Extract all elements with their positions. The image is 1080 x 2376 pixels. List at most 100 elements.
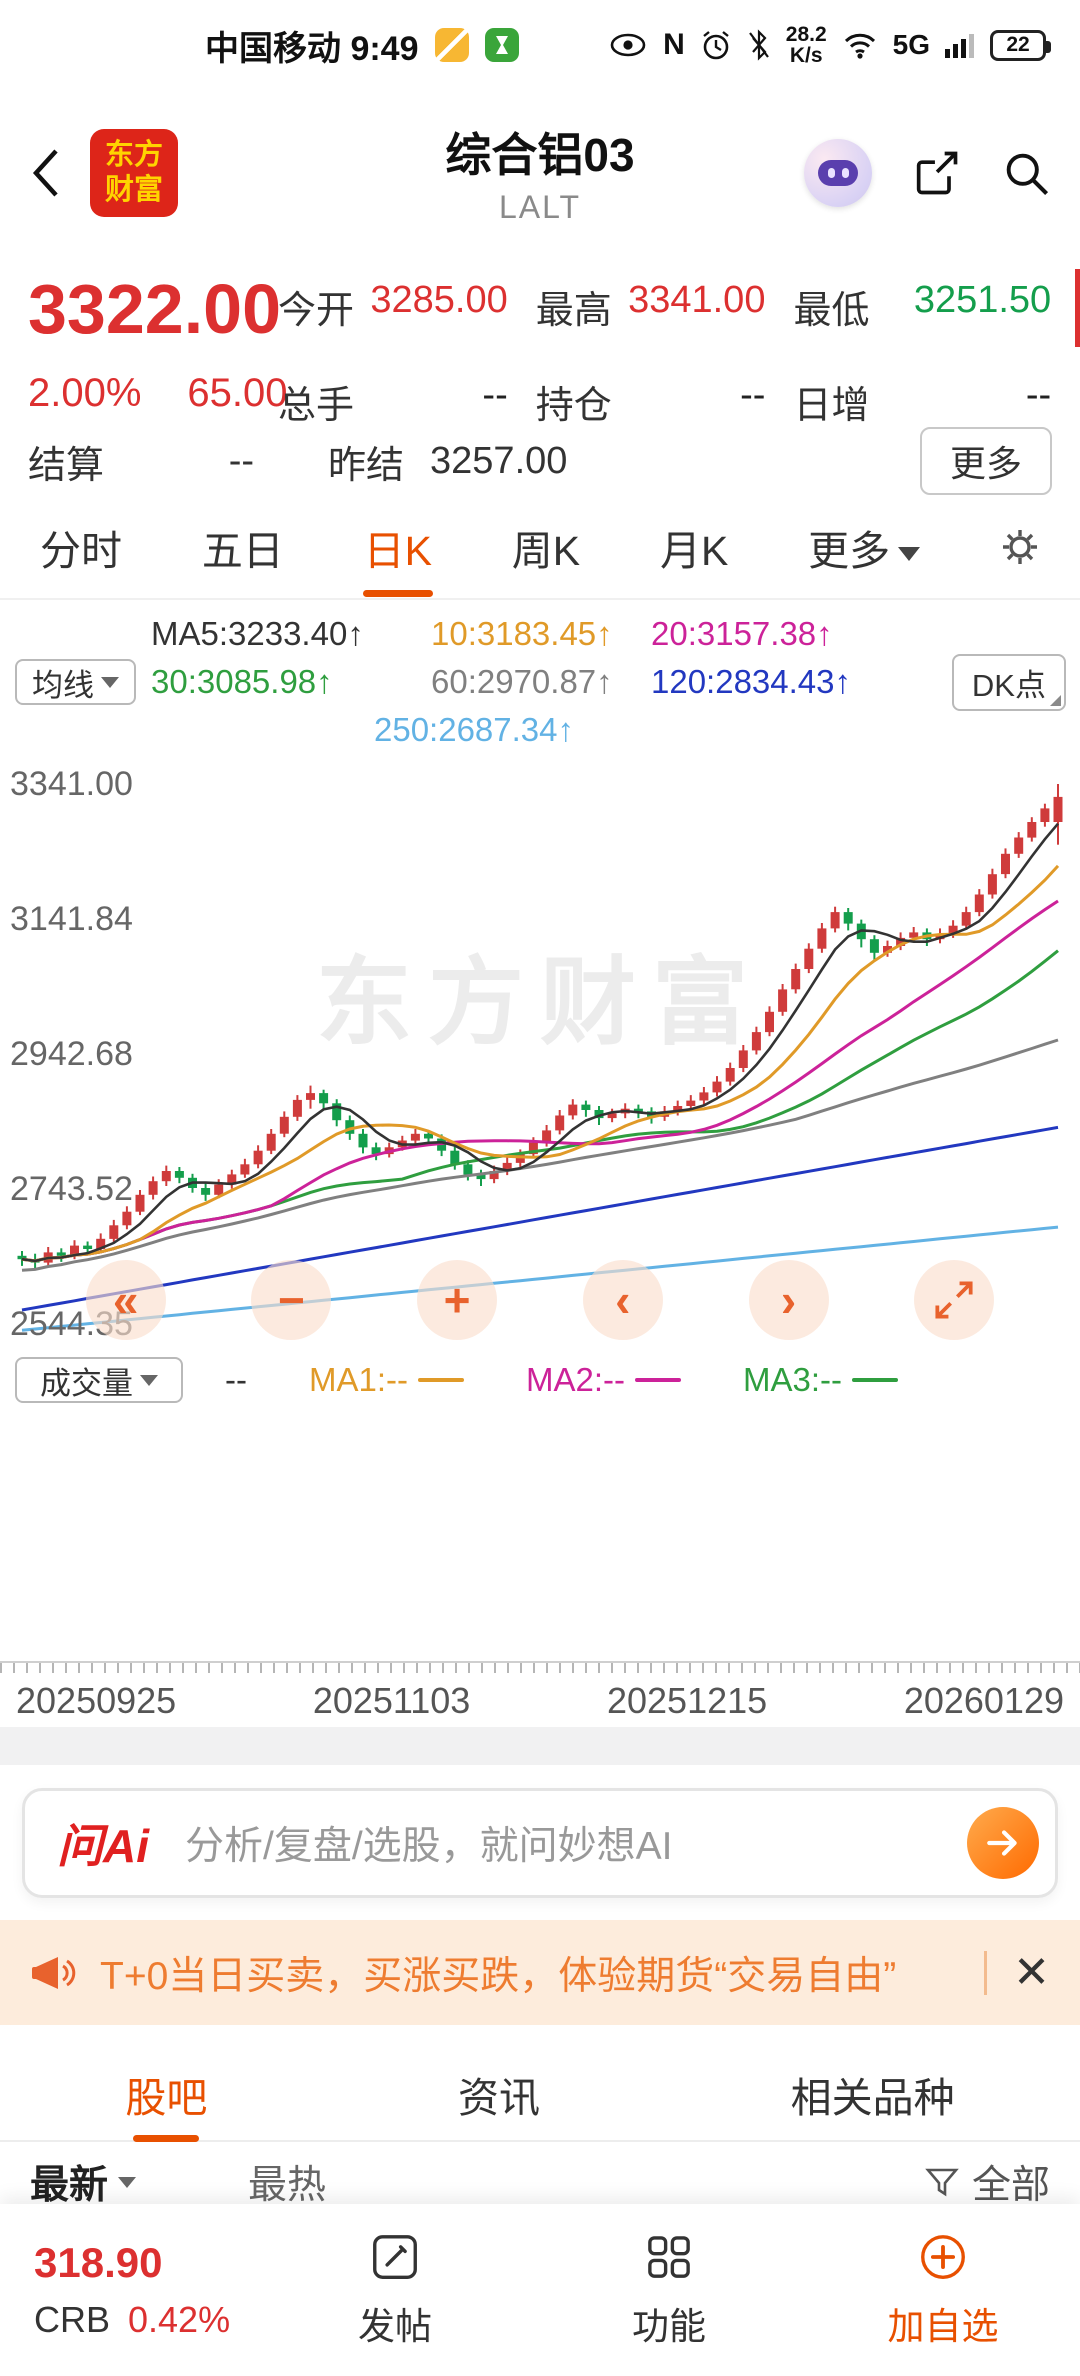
zoom-in-button[interactable]: + <box>417 1260 498 1340</box>
open-interest-value: -- <box>740 374 766 416</box>
promo-text: T+0当日买卖，买涨买跌，体验期货“交易自由” <box>100 1954 897 1998</box>
filter-all[interactable]: 全部 <box>924 2154 1050 2210</box>
svg-text:3341.00: 3341.00 <box>10 765 133 803</box>
nav-post-button[interactable]: 发帖 <box>258 2230 532 2350</box>
x-axis-labels: 20250925 20251103 20251215 20260129 <box>0 1675 1080 1727</box>
tab-daily-k[interactable]: 日K <box>360 503 436 591</box>
network-type-text: 5G <box>892 29 930 60</box>
page-title: 综合铝03 <box>445 129 635 181</box>
zoom-out-button[interactable]: − <box>251 1260 332 1340</box>
bluetooth-off-icon <box>747 29 771 61</box>
ma-dropdown-button[interactable]: 均线 <box>15 659 136 705</box>
bottom-nav: 318.90 CRB 0.42% 发帖 功能 加自选 <box>0 2204 1080 2376</box>
ma250-value: 250:2687.34↑ <box>374 711 575 748</box>
spacer <box>0 2025 1080 2047</box>
post-filter-bar: 最新 最热 全部 <box>0 2142 1080 2222</box>
promo-banner[interactable]: T+0当日买卖，买涨买跌，体验期货“交易自由” ✕ <box>0 1920 1080 2025</box>
prev-settle-value: 3257.00 <box>430 439 568 482</box>
tab-related[interactable]: 相关品种 <box>790 2074 955 2121</box>
search-icon[interactable] <box>1000 147 1052 199</box>
megaphone-icon <box>30 1952 76 1994</box>
collapse-button[interactable]: « <box>85 1260 166 1340</box>
page-subtitle: LALT <box>498 189 582 225</box>
chevron-down-icon <box>898 546 921 561</box>
ma30-value: 30:3085.98↑ <box>151 663 333 700</box>
tab-fenshi[interactable]: 分时 <box>40 527 122 574</box>
share-icon[interactable] <box>910 147 962 199</box>
chevron-down-icon <box>140 1374 158 1386</box>
volume-dropdown-button[interactable]: 成交量 <box>15 1357 183 1403</box>
low-label: 最低 <box>793 290 870 332</box>
nav-add-watchlist-button[interactable]: 加自选 <box>806 2230 1080 2350</box>
ma5-value: MA5:3233.40↑ <box>151 615 364 652</box>
section-divider <box>0 1727 1080 1765</box>
content-tabbar: 股吧 资讯 相关品种 <box>0 2047 1080 2142</box>
prev-settle-label: 昨结 <box>328 444 405 487</box>
ma-indicator-panel: MA5:3233.40↑ 10:3183.45↑ 20:3157.38↑ 均线 … <box>0 600 1080 754</box>
volume-indicator-panel: 成交量 -- MA1:-- MA2:-- MA3:-- <box>0 1354 1080 1406</box>
dk-point-button[interactable]: DK点 <box>951 653 1066 711</box>
daily-increase-label: 日增 <box>793 385 870 427</box>
more-quote-button[interactable]: 更多 <box>919 427 1052 495</box>
funnel-icon <box>924 2164 960 2200</box>
header: 东方 财富 综合铝03 LALT <box>0 90 1080 255</box>
status-bar: 中国移动 9:49 N 28.2 K/s 5G 22 <box>0 0 1080 90</box>
volume-value: -- <box>225 1361 247 1398</box>
fullscreen-expand-icon[interactable] <box>914 1260 995 1340</box>
x-axis-date: 20260129 <box>903 1680 1064 1721</box>
ma120-value: 120:2834.43↑ <box>651 663 852 700</box>
scroll-indicator <box>1075 269 1080 347</box>
ai-placeholder-text: 分析/复盘/选股，就问妙想AI <box>185 1824 673 1868</box>
x-axis-ticks <box>0 1661 1080 1675</box>
settle-label: 结算 <box>28 444 105 487</box>
change-percent: 2.00% <box>28 371 142 415</box>
volume-label: 总手 <box>278 385 355 427</box>
pan-right-button[interactable]: › <box>748 1260 829 1340</box>
ai-assistant-button[interactable] <box>804 138 872 207</box>
ai-search-section: 问Ai 分析/复盘/选股，就问妙想AI <box>0 1765 1080 1920</box>
app-logo[interactable]: 东方 财富 <box>90 128 178 217</box>
volume-chart-area[interactable] <box>0 1406 1080 1661</box>
tab-monthly-k[interactable]: 月K <box>659 527 729 574</box>
close-icon[interactable]: ✕ <box>1013 1947 1050 1997</box>
ai-search-input[interactable]: 问Ai 分析/复盘/选股，就问妙想AI <box>22 1787 1058 1898</box>
settle-value: -- <box>228 439 255 482</box>
filter-latest[interactable]: 最新 <box>30 2154 137 2210</box>
volume-value: -- <box>482 374 508 416</box>
period-tabbar: 分时 五日 日K 周K 月K 更多 <box>0 495 1080 600</box>
daily-increase-value: -- <box>1025 374 1052 416</box>
ma20-value: 20:3157.38↑ <box>651 615 833 652</box>
notification-badge-icon <box>434 28 469 62</box>
chart-settings-gear-icon[interactable] <box>996 523 1044 571</box>
tab-weekly-k[interactable]: 周K <box>511 527 581 574</box>
index-quote-item[interactable]: 318.90 CRB 0.42% <box>0 2239 258 2341</box>
chevron-down-icon <box>118 2176 137 2188</box>
tab-guba[interactable]: 股吧 <box>119 2048 213 2140</box>
eye-icon <box>608 31 648 59</box>
ma1-line-swatch <box>417 1378 464 1382</box>
filter-hot[interactable]: 最热 <box>248 2164 327 2207</box>
tab-news[interactable]: 资讯 <box>457 2074 540 2121</box>
nav-functions-button[interactable]: 功能 <box>532 2230 806 2350</box>
nav-add-watchlist-label: 加自选 <box>887 2306 999 2347</box>
svg-text:2743.52: 2743.52 <box>10 1170 133 1208</box>
low-value: 3251.50 <box>913 279 1052 321</box>
ma3-line-swatch <box>851 1378 898 1382</box>
back-button[interactable] <box>28 143 72 203</box>
open-interest-label: 持仓 <box>535 385 612 427</box>
high-label: 最高 <box>535 290 612 332</box>
instrument-title: 综合铝03 LALT <box>445 119 634 226</box>
index-name: CRB <box>34 2299 111 2340</box>
signal-bars-icon <box>945 32 975 58</box>
ai-submit-button[interactable] <box>967 1806 1039 1879</box>
tab-5day[interactable]: 五日 <box>201 527 284 574</box>
ma60-value: 60:2970.87↑ <box>431 663 613 700</box>
index-value: 318.90 <box>34 2239 163 2286</box>
kline-chart-area[interactable]: 东方财富 3341.00 3141.84 2942.68 2743.52 2544.35… <box>0 754 1080 1354</box>
open-value: 3285.00 <box>370 279 508 321</box>
tab-more[interactable]: 更多 <box>804 503 924 591</box>
ask-ai-logo: 问Ai <box>57 1819 149 1872</box>
pan-left-button[interactable]: ‹ <box>582 1260 663 1340</box>
